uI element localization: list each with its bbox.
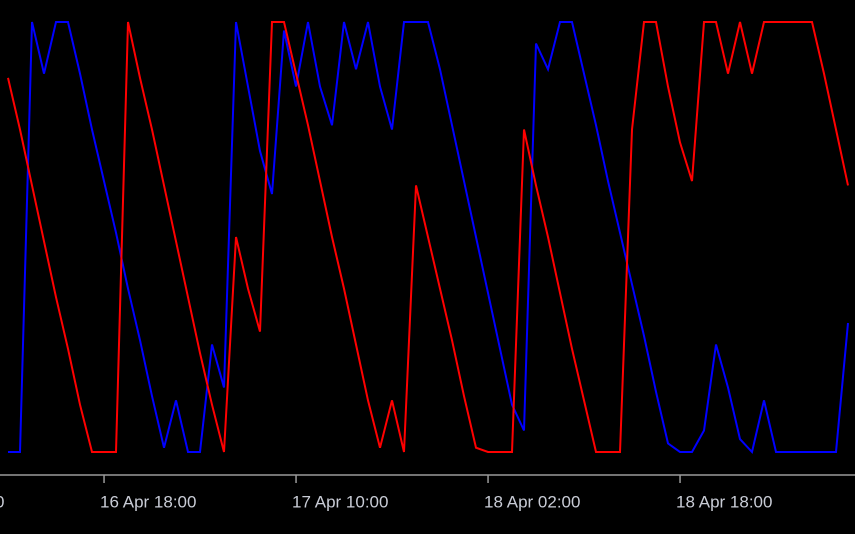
series-line xyxy=(8,21,849,455)
x-tick-label: 18 Apr 18:00 xyxy=(676,492,772,511)
x-tick-label: 16 Apr 18:00 xyxy=(100,492,196,511)
x-tick-label: 17 Apr 10:00 xyxy=(292,492,388,511)
x-tick-label: 18 Apr 02:00 xyxy=(484,492,580,511)
x-tick-label: 16 Apr 02:00 xyxy=(0,492,4,511)
series-line xyxy=(7,21,849,453)
